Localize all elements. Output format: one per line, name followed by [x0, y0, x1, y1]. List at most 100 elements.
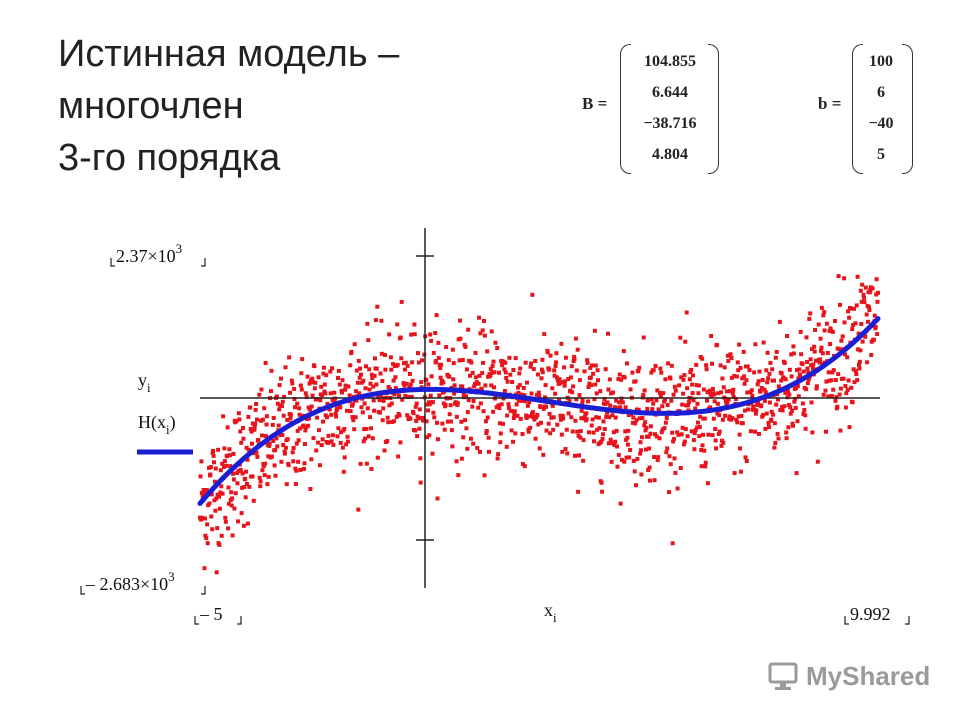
scatter-point — [618, 501, 623, 506]
scatter-point — [833, 398, 838, 403]
scatter-point — [247, 484, 252, 489]
scatter-point — [477, 315, 482, 320]
scatter-point — [254, 450, 259, 455]
scatter-point — [283, 365, 288, 370]
scatter-point — [297, 406, 302, 411]
scatter-point — [356, 507, 361, 512]
scatter-point — [363, 386, 368, 391]
scatter-point — [521, 386, 526, 390]
scatter-point — [641, 335, 646, 340]
scatter-point — [500, 363, 505, 368]
scatter-point — [820, 351, 825, 356]
scatter-point — [463, 344, 468, 349]
scatter-point — [413, 428, 418, 433]
scatter-point — [622, 459, 627, 464]
scatter-point — [606, 387, 611, 392]
scatter-point — [651, 401, 656, 406]
scatter-point — [693, 406, 698, 411]
scatter-point — [393, 386, 398, 391]
scatter-point — [657, 436, 662, 441]
scatter-point — [271, 439, 276, 443]
scatter-point — [489, 329, 494, 334]
scatter-point — [787, 392, 792, 397]
watermark: MyShared — [768, 656, 930, 696]
scatter-point — [470, 404, 475, 409]
scatter-point — [499, 402, 504, 407]
scatter-point — [280, 399, 285, 404]
scatter-point — [320, 393, 325, 398]
scatter-point — [782, 404, 787, 409]
scatter-point — [298, 467, 303, 472]
scatter-point — [231, 471, 235, 476]
scatter-point — [226, 526, 230, 531]
scatter-point — [611, 430, 616, 435]
scatter-point — [225, 425, 230, 430]
scatter-point — [334, 414, 339, 419]
scatter-point — [466, 327, 471, 332]
scatter-point — [560, 413, 565, 418]
scatter-point — [660, 404, 665, 409]
scatter-point — [453, 400, 458, 405]
scatter-point — [330, 366, 335, 371]
scatter-point — [849, 385, 854, 390]
scatter-point — [579, 416, 584, 421]
scatter-point — [819, 348, 823, 353]
scatter-point — [312, 386, 317, 391]
scatter-point — [291, 459, 296, 464]
scatter-point — [708, 392, 713, 397]
scatter-point — [257, 475, 262, 480]
scatter-point — [352, 427, 357, 432]
scatter-point — [697, 425, 702, 429]
scatter-point — [309, 457, 314, 462]
scatter-point — [867, 308, 872, 312]
scatter-point — [246, 447, 251, 452]
scatter-point — [735, 420, 740, 425]
scatter-point — [408, 416, 413, 421]
scatter-point — [358, 366, 363, 371]
scatter-point — [435, 437, 440, 442]
scatter-point — [548, 431, 553, 436]
scatter-point — [559, 432, 564, 437]
scatter-point — [520, 432, 525, 436]
scatter-point — [739, 469, 743, 474]
scatter-point — [695, 401, 700, 406]
scatter-point — [299, 387, 304, 392]
scatter-point — [260, 433, 264, 438]
scatter-point — [303, 391, 308, 396]
scatter-point — [685, 386, 690, 391]
scatter-point — [669, 398, 674, 403]
scatter-point — [471, 399, 476, 403]
scatter-point — [279, 404, 284, 408]
matrix-b-cell: 100 — [869, 53, 893, 70]
scatter-point — [357, 391, 362, 396]
scatter-point — [627, 455, 632, 460]
scatter-point — [844, 391, 849, 396]
scatter-point — [277, 407, 282, 412]
scatter-point — [436, 340, 441, 345]
scatter-point — [739, 413, 744, 418]
scatter-point — [825, 351, 830, 355]
scatter-point — [424, 377, 429, 382]
scatter-point — [769, 409, 774, 414]
scatter-point — [465, 410, 470, 415]
scatter-point — [621, 349, 626, 354]
scatter-point — [528, 425, 533, 430]
scatter-point — [204, 488, 209, 492]
scatter-point — [728, 389, 733, 394]
scatter-point — [786, 425, 791, 430]
scatter-point — [343, 383, 348, 388]
scatter-point — [478, 331, 483, 336]
scatter-point — [569, 364, 574, 369]
scatter-point — [840, 334, 845, 339]
scatter-point — [694, 383, 699, 388]
scatter-point — [358, 461, 363, 466]
scatter-point — [766, 421, 771, 425]
scatter-point — [612, 405, 617, 410]
scatter-point — [864, 312, 869, 317]
scatter-point — [847, 315, 852, 320]
scatter-point — [217, 542, 222, 547]
scatter-point — [484, 429, 489, 433]
scatter-point — [204, 536, 209, 541]
scatter-point — [349, 349, 354, 354]
scatter-point — [271, 416, 276, 420]
